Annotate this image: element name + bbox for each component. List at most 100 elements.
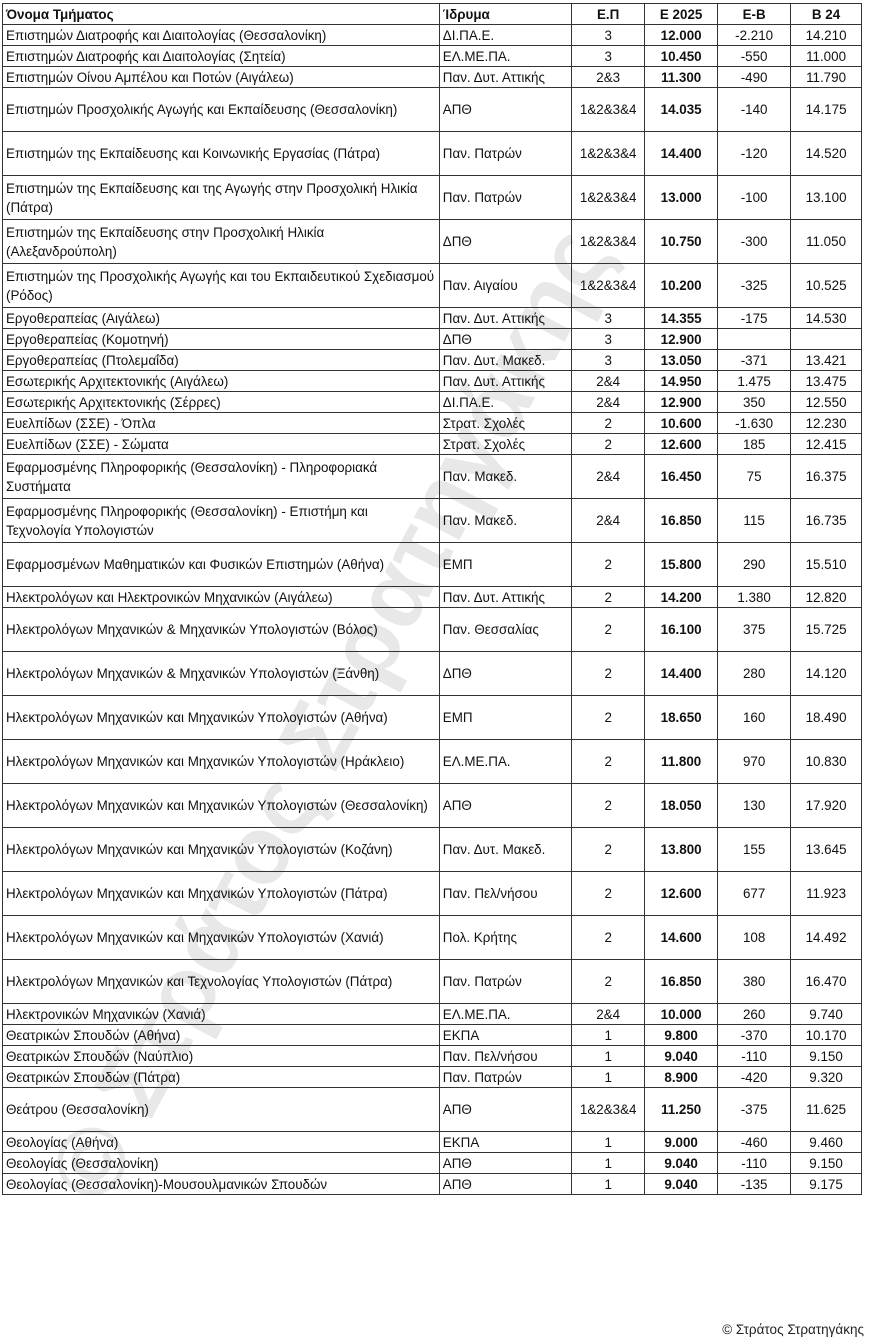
cell-b24: 14.530 bbox=[790, 307, 862, 329]
table-row: Ηλεκτρολόγων Μηχανικών και Μηχανικών Υπο… bbox=[2, 695, 862, 740]
cell-name: Ηλεκτρολόγων Μηχανικών & Μηχανικών Υπολο… bbox=[2, 607, 440, 652]
cell-institution: ΕΚΠΑ bbox=[438, 1131, 573, 1153]
table-row: Επιστημών Οίνου Αμπέλου και Ποτών (Αιγάλ… bbox=[2, 66, 862, 88]
cell-name: Εφαρμοσμένης Πληροφορικής (Θεσσαλονίκη) … bbox=[2, 498, 440, 543]
cell-b24: 11.000 bbox=[790, 45, 862, 67]
cell-name: Εργοθεραπείας (Πτολεμαΐδα) bbox=[2, 349, 440, 371]
cell-ep: 3 bbox=[571, 349, 646, 371]
cell-e2025: 8.900 bbox=[644, 1066, 719, 1088]
cell-diff: -490 bbox=[717, 66, 792, 88]
cell-e2025: 11.250 bbox=[644, 1087, 719, 1132]
cell-institution: ΑΠΘ bbox=[438, 1087, 573, 1132]
table-row: Επιστημών της Εκπαίδευσης και της Αγωγής… bbox=[2, 175, 862, 220]
table-row: Εσωτερικής Αρχιτεκτονικής (Σέρρες) ΔΙ.ΠΑ.… bbox=[2, 391, 862, 413]
cell-name: Ηλεκτρολόγων και Ηλεκτρονικών Μηχανικών … bbox=[2, 586, 440, 608]
header-e2025: Ε 2025 bbox=[644, 3, 719, 25]
cell-e2025: 11.800 bbox=[644, 739, 719, 784]
cell-ep: 2 bbox=[571, 412, 646, 434]
cell-name: Επιστημών της Εκπαίδευσης στην Προσχολικ… bbox=[2, 219, 440, 264]
cell-institution: Παν. Πατρών bbox=[438, 175, 573, 220]
cell-diff: -460 bbox=[717, 1131, 792, 1153]
cell-diff: 677 bbox=[717, 871, 792, 916]
cell-e2025: 13.000 bbox=[644, 175, 719, 220]
table-row: Ηλεκτρολόγων Μηχανικών & Μηχανικών Υπολο… bbox=[2, 607, 862, 652]
cell-e2025: 18.650 bbox=[644, 695, 719, 740]
cell-name: Εσωτερικής Αρχιτεκτονικής (Αιγάλεω) bbox=[2, 370, 440, 392]
cell-institution: Παν. Μακεδ. bbox=[438, 454, 573, 499]
cell-name: Εσωτερικής Αρχιτεκτονικής (Σέρρες) bbox=[2, 391, 440, 413]
cell-b24: 13.100 bbox=[790, 175, 862, 220]
cell-e2025: 14.355 bbox=[644, 307, 719, 329]
cell-b24: 13.421 bbox=[790, 349, 862, 371]
cell-b24: 16.470 bbox=[790, 959, 862, 1004]
table-row: Επιστημών Διατροφής και Διαιτολογίας (Ση… bbox=[2, 45, 862, 67]
cell-ep: 2 bbox=[571, 695, 646, 740]
cell-e2025: 9.040 bbox=[644, 1152, 719, 1174]
cell-b24: 16.735 bbox=[790, 498, 862, 543]
table-row: Θεατρικών Σπουδών (Πάτρα) Παν. Πατρών 1 8.9… bbox=[2, 1066, 862, 1088]
cell-e2025: 10.450 bbox=[644, 45, 719, 67]
cell-b24: 12.820 bbox=[790, 586, 862, 608]
cell-ep: 2 bbox=[571, 433, 646, 455]
cell-ep: 2 bbox=[571, 739, 646, 784]
cell-b24: 13.645 bbox=[790, 827, 862, 872]
table-row: Ηλεκτρολόγων Μηχανικών και Μηχανικών Υπο… bbox=[2, 739, 862, 784]
cell-b24: 18.490 bbox=[790, 695, 862, 740]
table-row: Εργοθεραπείας (Πτολεμαΐδα) Παν. Δυτ. Μακε… bbox=[2, 349, 862, 371]
cell-diff: 108 bbox=[717, 915, 792, 960]
table-header-row: Όνομα Τμήματος Ίδρυμα Ε.Π Ε 2025 Ε-Β Β 2… bbox=[2, 3, 862, 25]
cell-name: Ηλεκτρολόγων Μηχανικών και Μηχανικών Υπο… bbox=[2, 827, 440, 872]
cell-ep: 3 bbox=[571, 328, 646, 350]
cell-e2025: 14.600 bbox=[644, 915, 719, 960]
cell-e2025: 11.300 bbox=[644, 66, 719, 88]
header-diff: Ε-Β bbox=[717, 3, 792, 25]
cell-b24: 10.170 bbox=[790, 1024, 862, 1046]
cell-b24: 11.625 bbox=[790, 1087, 862, 1132]
cell-b24: 11.790 bbox=[790, 66, 862, 88]
cell-b24: 13.475 bbox=[790, 370, 862, 392]
cell-ep: 2 bbox=[571, 959, 646, 1004]
table-row: Ηλεκτρολόγων Μηχανικών & Μηχανικών Υπολο… bbox=[2, 651, 862, 696]
cell-name: Θεατρικών Σπουδών (Αθήνα) bbox=[2, 1024, 440, 1046]
cell-name: Εργοθεραπείας (Αιγάλεω) bbox=[2, 307, 440, 329]
cell-name: Θεάτρου (Θεσσαλονίκη) bbox=[2, 1087, 440, 1132]
table-body: Επιστημών Διατροφής και Διαιτολογίας (Θε… bbox=[2, 24, 862, 1195]
table-row: Επιστημών της Εκπαίδευσης στην Προσχολικ… bbox=[2, 219, 862, 264]
cell-diff: -135 bbox=[717, 1173, 792, 1195]
cell-name: Επιστημών της Εκπαίδευσης και Κοινωνικής… bbox=[2, 131, 440, 176]
table-row: Εφαρμοσμένης Πληροφορικής (Θεσσαλονίκη) … bbox=[2, 454, 862, 499]
cell-diff: 970 bbox=[717, 739, 792, 784]
cell-institution: ΕΛ.ΜΕ.ΠΑ. bbox=[438, 739, 573, 784]
cell-name: Επιστημών Διατροφής και Διαιτολογίας (Θε… bbox=[2, 24, 440, 46]
cell-name: Ηλεκτρολόγων Μηχανικών και Μηχανικών Υπο… bbox=[2, 871, 440, 916]
cell-name: Θεατρικών Σπουδών (Πάτρα) bbox=[2, 1066, 440, 1088]
table-row: Ηλεκτρολόγων Μηχανικών και Μηχανικών Υπο… bbox=[2, 827, 862, 872]
cell-ep: 1&2&3&4 bbox=[571, 1087, 646, 1132]
cell-b24: 10.830 bbox=[790, 739, 862, 784]
cell-b24: 12.415 bbox=[790, 433, 862, 455]
cell-diff: 1.475 bbox=[717, 370, 792, 392]
cell-ep: 1 bbox=[571, 1045, 646, 1067]
cell-institution: ΕΛ.ΜΕ.ΠΑ. bbox=[438, 1003, 573, 1025]
cell-ep: 1&2&3&4 bbox=[571, 219, 646, 264]
cell-e2025: 12.900 bbox=[644, 391, 719, 413]
cell-ep: 2&4 bbox=[571, 454, 646, 499]
cell-institution: ΔΙ.ΠΑ.Ε. bbox=[438, 24, 573, 46]
cell-ep: 3 bbox=[571, 24, 646, 46]
cell-ep: 1 bbox=[571, 1131, 646, 1153]
cell-institution: ΔΠΘ bbox=[438, 219, 573, 264]
cell-name: Ηλεκτρολόγων Μηχανικών και Μηχανικών Υπο… bbox=[2, 739, 440, 784]
cell-institution: ΑΠΘ bbox=[438, 783, 573, 828]
cell-ep: 2&4 bbox=[571, 1003, 646, 1025]
cell-b24: 16.375 bbox=[790, 454, 862, 499]
table-row: Εφαρμοσμένης Πληροφορικής (Θεσσαλονίκη) … bbox=[2, 498, 862, 543]
table-row: Ηλεκτρολόγων Μηχανικών και Μηχανικών Υπο… bbox=[2, 783, 862, 828]
cell-institution: Παν. Δυτ. Αττικής bbox=[438, 586, 573, 608]
cell-b24: 14.175 bbox=[790, 87, 862, 132]
cell-b24: 11.923 bbox=[790, 871, 862, 916]
cell-name: Θεολογίας (Θεσσαλονίκη) bbox=[2, 1152, 440, 1174]
cell-b24: 9.150 bbox=[790, 1045, 862, 1067]
cell-diff: 280 bbox=[717, 651, 792, 696]
cell-e2025: 14.400 bbox=[644, 131, 719, 176]
cell-institution: ΔΙ.ΠΑ.Ε. bbox=[438, 391, 573, 413]
